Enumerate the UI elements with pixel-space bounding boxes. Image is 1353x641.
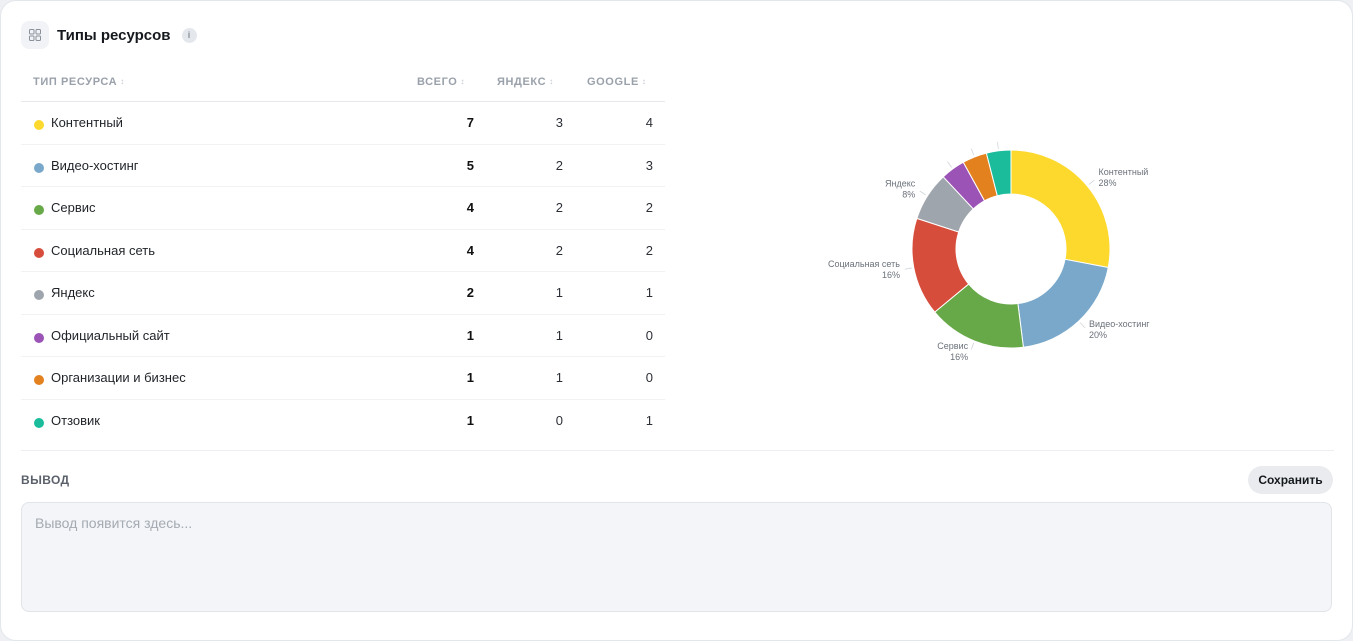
table-row: Отзовик 1 0 1 [21, 400, 665, 442]
slice-label-name: Видео-хостинг [1089, 319, 1150, 329]
row-name: Организации и бизнес [51, 370, 186, 385]
column-header-yandex[interactable]: ЯНДЕКС ↕ [497, 76, 554, 88]
table-row: Официальный сайт 1 1 0 [21, 315, 665, 357]
table-row: Сервис 4 2 2 [21, 187, 665, 230]
row-name: Сервис [51, 200, 96, 215]
slice-label-name: Яндекс [885, 179, 916, 189]
slice-label-pct: 16% [882, 270, 900, 280]
donut-slice[interactable] [1010, 149, 1111, 269]
row-name: Отзовик [51, 412, 100, 428]
slice-label-pct: 16% [950, 352, 968, 362]
slice-label-name: Социальная сеть [828, 259, 900, 269]
slice-label-name: Контентный [1099, 167, 1149, 177]
cell-google: 2 [645, 200, 653, 215]
cell-google: 0 [645, 327, 653, 343]
column-header-google[interactable]: GOOGLE ↕ [587, 76, 647, 88]
cell-google: 3 [645, 157, 653, 173]
cell-google: 1 [645, 412, 653, 428]
section-divider [21, 450, 1334, 451]
cell-yandex: 1 [555, 370, 563, 385]
table-body: Контентный 7 3 4 Видео-хостинг 5 2 3 Сервис 4 2 2 Со… [21, 102, 665, 441]
output-label: ВЫВОД [21, 473, 70, 487]
sort-icon: ↕ [120, 77, 125, 86]
output-textarea[interactable] [21, 502, 1332, 612]
row-name: Контентный [51, 115, 123, 130]
slice-label-name: Сервис [937, 341, 968, 351]
leader-line [1088, 179, 1095, 185]
sort-icon: ↕ [641, 77, 647, 86]
table-header: ТИП РЕСУРСА ↕ ВСЕГО ↕ ЯНДЕКС ↕ GOOGLE ↕ [21, 65, 665, 102]
donut-chart-svg: Контентный28%Видео-хостинг20%Сервис16%Со… [828, 141, 1150, 362]
column-header-type[interactable]: ТИП РЕСУРСА ↕ [33, 76, 125, 88]
resource-types-table: ТИП РЕСУРСА ↕ ВСЕГО ↕ ЯНДЕКС ↕ GOOGLE ↕ Конт… [21, 65, 665, 441]
cell-total: 2 [466, 285, 474, 300]
color-dot [34, 120, 44, 130]
row-name: Видео-хостинг [51, 157, 139, 173]
color-dot [34, 332, 44, 343]
leader-line [970, 342, 975, 350]
table-row: Контентный 7 3 4 [21, 102, 665, 145]
cell-google: 1 [645, 285, 653, 300]
leader-line [904, 267, 912, 270]
cell-total: 1 [466, 412, 474, 428]
card-title: Типы ресурсов [57, 26, 171, 44]
leader-line [947, 161, 952, 168]
table-row: Видео-хостинг 5 2 3 [21, 145, 665, 187]
row-name: Социальная сеть [51, 242, 155, 258]
sort-icon: ↕ [549, 77, 554, 86]
color-dot [34, 247, 44, 258]
leader-line [997, 141, 999, 149]
cell-google: 2 [645, 242, 653, 258]
table-row: Организации и бизнес 1 1 0 [21, 357, 665, 400]
cell-yandex: 2 [555, 242, 563, 258]
color-dot [34, 290, 44, 300]
table-row: Социальная сеть 4 2 2 [21, 230, 665, 272]
column-header-total[interactable]: ВСЕГО ↕ [417, 76, 466, 88]
donut-chart: Контентный 28% Видео-хостинг 20% Сервис 16% Со… [806, 131, 1186, 371]
cell-yandex: 1 [555, 327, 563, 343]
row-name: Яндекс [51, 285, 95, 300]
cell-google: 4 [645, 115, 653, 130]
cell-yandex: 0 [555, 412, 563, 428]
cell-total: 5 [466, 157, 474, 173]
cell-total: 1 [466, 327, 474, 343]
cell-total: 4 [466, 200, 474, 215]
color-dot [34, 417, 44, 428]
sort-icon: ↕ [460, 77, 466, 86]
leader-line [919, 190, 926, 196]
cell-yandex: 1 [555, 285, 563, 300]
grid-icon [21, 21, 49, 49]
donut-slice[interactable] [985, 149, 1012, 197]
cell-total: 4 [466, 242, 474, 258]
cell-yandex: 2 [555, 157, 563, 173]
cell-yandex: 3 [555, 115, 563, 130]
card-header: Типы ресурсов i [21, 21, 197, 49]
save-button[interactable]: Сохранить [1248, 466, 1333, 494]
cell-yandex: 2 [555, 200, 563, 215]
slice-label-pct: 28% [1099, 178, 1117, 188]
slice-label-pct: 20% [1089, 330, 1107, 340]
leader-line [970, 148, 975, 156]
cell-total: 7 [466, 115, 474, 130]
leader-line [1079, 322, 1086, 329]
table-row: Яндекс 2 1 1 [21, 272, 665, 315]
row-name: Официальный сайт [51, 327, 170, 343]
cell-google: 0 [645, 370, 653, 385]
color-dot [34, 375, 44, 385]
color-dot [34, 205, 44, 215]
slice-label-pct: 8% [902, 190, 915, 200]
cell-total: 1 [466, 370, 474, 385]
info-icon[interactable]: i [181, 27, 197, 43]
color-dot [34, 162, 44, 173]
